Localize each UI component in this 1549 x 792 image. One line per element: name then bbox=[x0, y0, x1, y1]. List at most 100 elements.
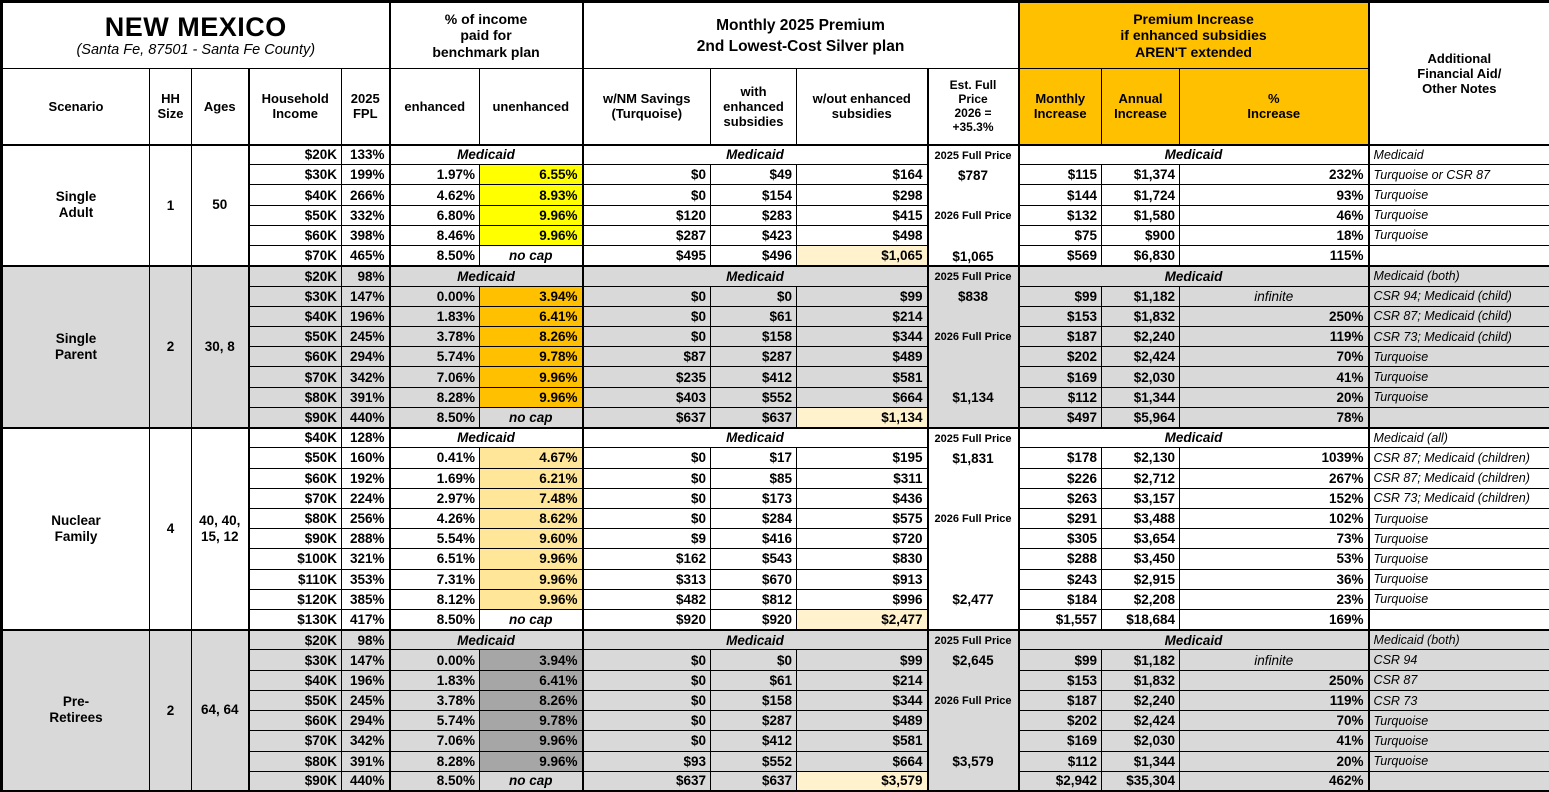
unenhanced-pct-cell: 4.67% bbox=[479, 447, 584, 469]
monthly-increase-cell: $99 bbox=[1017, 649, 1103, 671]
full-price-label: 2026 Full Price bbox=[934, 695, 1012, 708]
full-price-value: $2,645 bbox=[952, 652, 994, 668]
medicaid-span-cell: Medicaid bbox=[581, 264, 929, 287]
pct-increase-cell: 267% bbox=[1179, 467, 1370, 489]
income-cell: $20K bbox=[247, 264, 342, 287]
enhanced-pct-cell: 5.74% bbox=[388, 346, 481, 368]
unenhanced-pct-cell: 9.96% bbox=[479, 588, 584, 611]
without-subsidies-cell: $489 bbox=[796, 710, 929, 732]
with-subsidies-cell: $283 bbox=[710, 204, 798, 226]
enhanced-pct-cell: 7.31% bbox=[388, 568, 481, 590]
monthly-increase-cell: $305 bbox=[1017, 528, 1103, 550]
monthly-increase-cell: $187 bbox=[1017, 689, 1103, 712]
monthly-increase-cell: $202 bbox=[1017, 346, 1103, 368]
fpl-cell: 128% bbox=[340, 426, 391, 449]
unenhanced-pct-cell: 9.96% bbox=[479, 548, 584, 570]
income-cell: $120K bbox=[247, 588, 342, 611]
notes-cell: CSR 73 bbox=[1367, 689, 1549, 712]
unenhanced-pct-cell: no cap bbox=[479, 406, 584, 429]
annual-increase-cell: $1,182 bbox=[1101, 285, 1181, 307]
est-full-price-cell: 2025 Full Price $787 2026 Full Price $1,065 bbox=[926, 143, 1020, 267]
fpl-cell: 391% bbox=[340, 750, 391, 772]
income-cell: $90K bbox=[247, 406, 342, 429]
full-price-label: 2025 Full Price bbox=[934, 149, 1012, 162]
without-subsidies-cell: $489 bbox=[796, 346, 929, 368]
fpl-cell: 199% bbox=[340, 164, 391, 186]
full-price-label: 2026 Full Price bbox=[934, 210, 1012, 223]
annual-increase-cell: $2,424 bbox=[1101, 346, 1181, 368]
notes-cell: Turquoise bbox=[1367, 366, 1549, 388]
fpl-cell: 196% bbox=[340, 669, 391, 691]
monthly-increase-cell: $112 bbox=[1017, 750, 1103, 772]
annual-increase-cell: $1,724 bbox=[1101, 184, 1181, 206]
annual-increase-cell: $3,488 bbox=[1101, 507, 1181, 530]
header-est-full-price: Est. Full Price 2026 = +35.3% bbox=[926, 68, 1020, 146]
annual-increase-cell: $2,030 bbox=[1101, 730, 1181, 752]
table-row: $70K 224% 2.97% 7.48% $0 $173 $436 $263 $3,157 15… bbox=[1, 487, 1549, 509]
unenhanced-pct-cell: 9.96% bbox=[479, 568, 584, 590]
notes-cell: CSR 73; Medicaid (child) bbox=[1367, 325, 1549, 348]
fpl-cell: 465% bbox=[340, 245, 391, 267]
annual-increase-cell: $900 bbox=[1101, 224, 1181, 247]
full-price-value: $1,831 bbox=[952, 450, 994, 466]
fpl-cell: 98% bbox=[340, 264, 391, 287]
monthly-increase-cell: $569 bbox=[1017, 245, 1103, 267]
notes-cell: CSR 87; Medicaid (children) bbox=[1367, 467, 1549, 489]
annual-increase-cell: $3,654 bbox=[1101, 528, 1181, 550]
without-subsidies-cell: $311 bbox=[796, 467, 929, 489]
enhanced-pct-cell: 8.12% bbox=[388, 588, 481, 611]
full-price-label: 2026 Full Price bbox=[934, 513, 1012, 526]
notes-cell: CSR 94; Medicaid (child) bbox=[1367, 285, 1549, 307]
fpl-cell: 321% bbox=[340, 548, 391, 570]
notes-cell: CSR 94 bbox=[1367, 649, 1549, 671]
unenhanced-pct-cell: 9.96% bbox=[479, 224, 584, 247]
pct-increase-cell: 250% bbox=[1179, 669, 1370, 691]
monthly-increase-cell: $132 bbox=[1017, 204, 1103, 226]
without-subsidies-cell: $913 bbox=[796, 568, 929, 590]
table-row: $50K 245% 3.78% 8.26% $0 $158 $344 $187 $2,240 11… bbox=[1, 325, 1549, 348]
table-body: Single Adult 1 50 $20K 133% Medicaid Medicaid 2… bbox=[1, 143, 1549, 792]
without-subsidies-cell: $344 bbox=[796, 689, 929, 712]
monthly-increase-cell: $497 bbox=[1017, 406, 1103, 429]
annual-increase-cell: $2,712 bbox=[1101, 467, 1181, 489]
table-row: $80K 256% 4.26% 8.62% $0 $284 $575 $291 $3,488 10… bbox=[1, 507, 1549, 530]
table-row: $70K 342% 7.06% 9.96% $0 $412 $581 $169 $2,030 41… bbox=[1, 730, 1549, 752]
fpl-cell: 133% bbox=[340, 143, 391, 166]
unenhanced-pct-cell: 3.94% bbox=[479, 285, 584, 307]
pct-increase-cell: 73% bbox=[1179, 528, 1370, 550]
nm-savings-cell: $120 bbox=[581, 204, 712, 226]
medicaid-span-cell: Medicaid bbox=[1017, 143, 1370, 166]
est-full-price-cell: 2025 Full Price $1,831 2026 Full Price $2,4… bbox=[926, 426, 1020, 631]
income-cell: $110K bbox=[247, 568, 342, 590]
monthly-increase-cell: $243 bbox=[1017, 568, 1103, 590]
header-household-income: Household Income bbox=[247, 68, 342, 146]
pct-increase-cell: 70% bbox=[1179, 710, 1370, 732]
medicaid-span-cell: Medicaid bbox=[388, 426, 584, 449]
hh-size-cell: 4 bbox=[149, 426, 192, 631]
without-subsidies-cell: $415 bbox=[796, 204, 929, 226]
monthly-increase-cell: $75 bbox=[1017, 224, 1103, 247]
income-cell: $30K bbox=[247, 285, 342, 307]
income-cell: $60K bbox=[247, 467, 342, 489]
enhanced-pct-cell: 8.50% bbox=[388, 770, 481, 792]
monthly-increase-cell: $263 bbox=[1017, 487, 1103, 509]
table-row: $100K 321% 6.51% 9.96% $162 $543 $830 $288 $3,45… bbox=[1, 548, 1549, 570]
table-row: Single Parent 2 30, 8 $20K 98% Medicaid Medica… bbox=[1, 264, 1549, 429]
annual-increase-cell: $2,240 bbox=[1101, 689, 1181, 712]
table-row: Nuclear Family 4 40, 40, 15, 12 $40K 128% Med… bbox=[1, 426, 1549, 631]
annual-increase-cell: $2,130 bbox=[1101, 447, 1181, 469]
with-subsidies-cell: $61 bbox=[710, 669, 798, 691]
without-subsidies-cell: $344 bbox=[796, 325, 929, 348]
with-subsidies-cell: $287 bbox=[710, 346, 798, 368]
page-subtitle: (Santa Fe, 87501 - Santa Fe County) bbox=[76, 42, 316, 58]
annual-increase-cell: $3,157 bbox=[1101, 487, 1181, 509]
nm-savings-cell: $0 bbox=[581, 305, 712, 327]
income-cell: $90K bbox=[247, 770, 342, 792]
with-subsidies-cell: $158 bbox=[710, 689, 798, 712]
notes-cell: Turquoise bbox=[1367, 710, 1549, 732]
table-row: $40K 266% 4.62% 8.93% $0 $154 $298 $144 $1,724 93… bbox=[1, 184, 1549, 206]
without-subsidies-cell: $3,579 bbox=[796, 770, 929, 792]
hh-size-cell: 1 bbox=[149, 143, 192, 267]
table-row: $40K 196% 1.83% 6.41% $0 $61 $214 $153 $1,832 250… bbox=[1, 669, 1549, 691]
unenhanced-pct-cell: no cap bbox=[479, 245, 584, 267]
